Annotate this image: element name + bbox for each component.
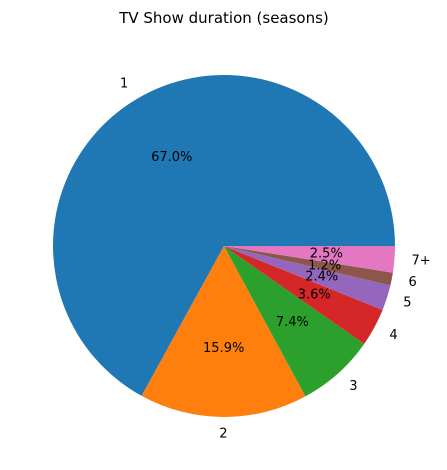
category-label-5: 5 (403, 296, 411, 311)
pct-label-3: 7.4% (276, 315, 309, 330)
category-label-3: 3 (349, 379, 357, 394)
category-label-2: 2 (219, 427, 227, 442)
pct-label-2: 15.9% (203, 341, 244, 356)
category-label-1: 1 (120, 77, 128, 92)
pct-label-7plus: 2.5% (310, 247, 343, 262)
category-label-4: 4 (389, 328, 397, 343)
pct-label-4: 3.6% (298, 287, 331, 302)
pie-slices (53, 75, 395, 417)
chart-title: TV Show duration (seasons) (118, 9, 329, 27)
category-label-7plus: 7+ (412, 253, 431, 268)
pct-label-1: 67.0% (151, 150, 192, 165)
category-label-6: 6 (409, 275, 417, 290)
